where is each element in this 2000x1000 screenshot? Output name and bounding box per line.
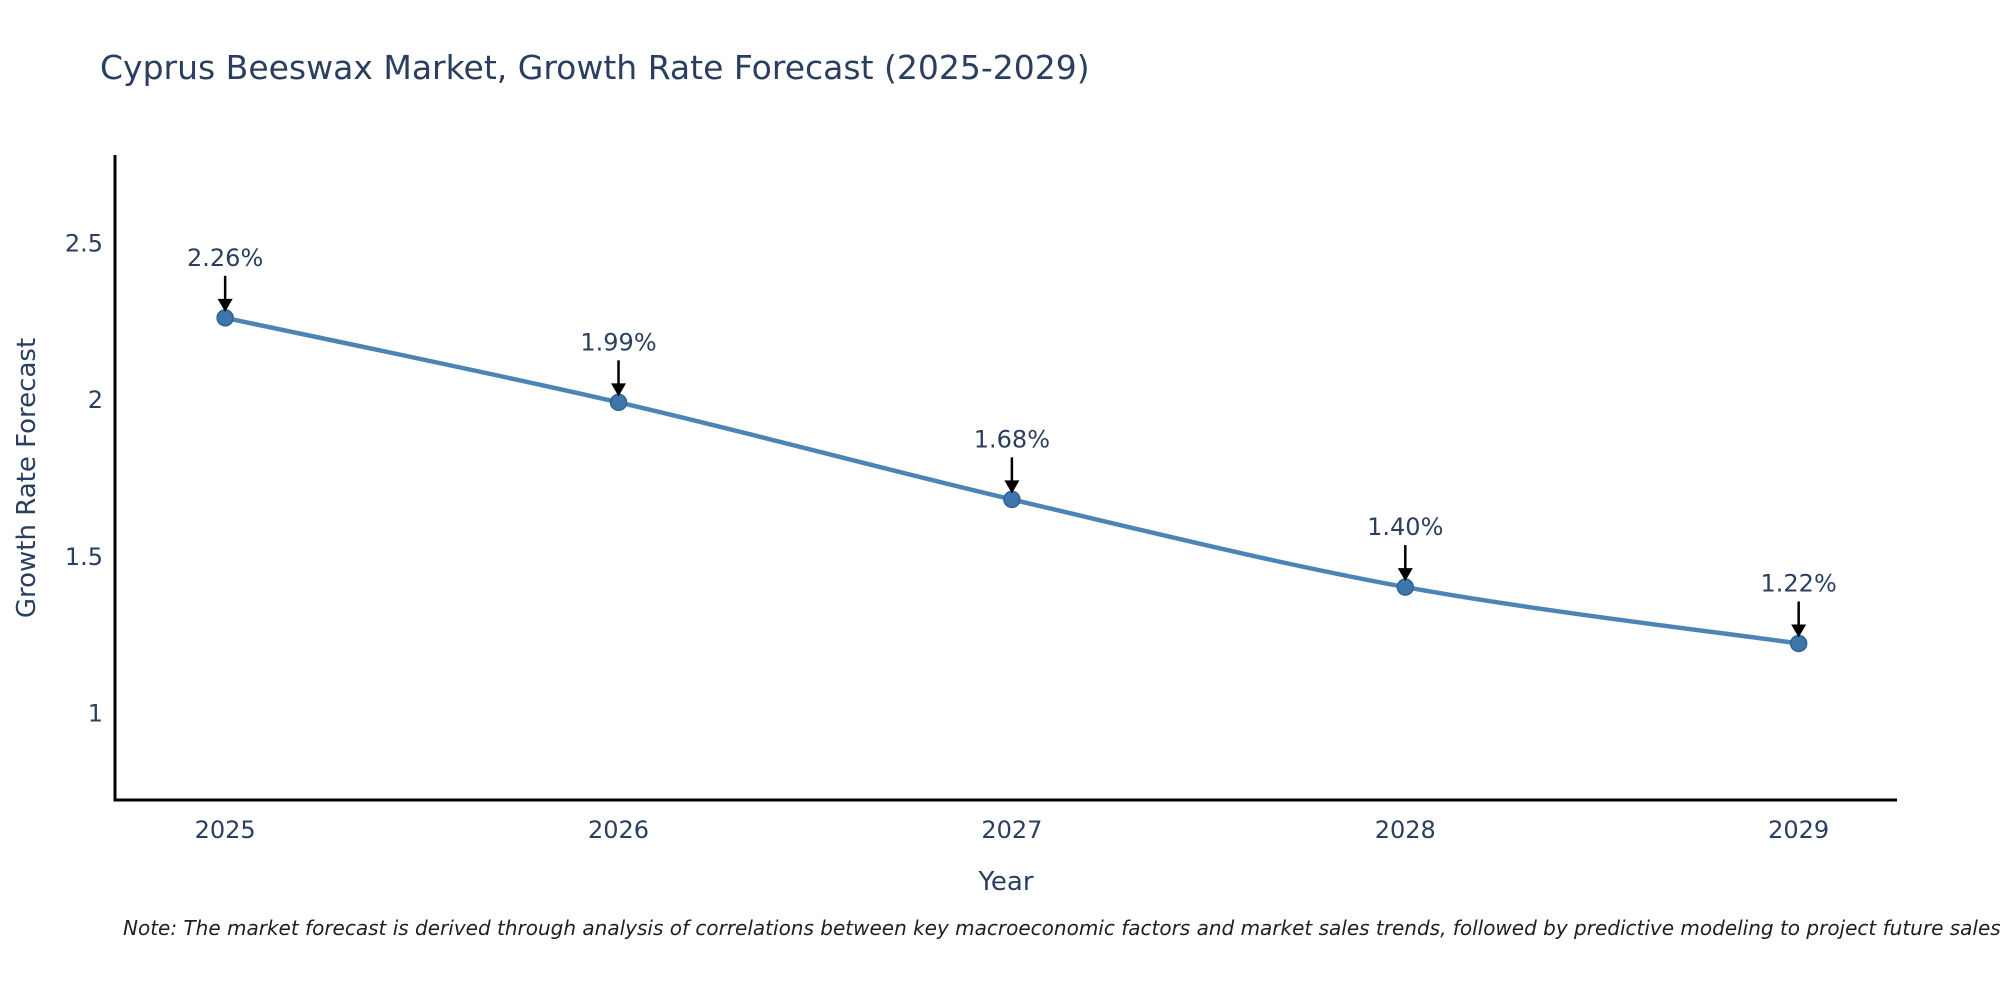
annotation-arrowhead-icon [217,298,233,312]
annotation-arrowhead-icon [611,383,627,397]
x-axis-title: Year [978,867,1034,897]
point-annotation-label: 1.68% [974,425,1050,453]
chart-title: Cyprus Beeswax Market, Growth Rate Forec… [100,48,1090,87]
x-tick-label: 2028 [1375,816,1436,844]
x-tick-label: 2026 [588,816,649,844]
point-annotation-label: 1.40% [1367,513,1443,541]
footnote-text: Note: The market forecast is derived thr… [123,916,2000,940]
annotation-arrowhead-icon [1791,624,1807,638]
x-tick-label: 2027 [981,816,1042,844]
data-point-2025[interactable] [216,309,234,327]
annotation-arrowhead-icon [1397,568,1413,582]
point-annotation-label: 1.99% [580,328,656,356]
point-annotation-label: 2.26% [187,244,263,272]
data-point-2028[interactable] [1396,578,1415,596]
x-tick-label: 2029 [1768,816,1829,844]
y-tick-label: 2 [88,386,103,414]
data-point-2027[interactable] [1003,490,1021,509]
y-tick-label: 1.5 [65,543,103,571]
y-tick-label: 1 [88,699,103,727]
y-tick-label: 2.5 [65,230,103,258]
annotation-arrowhead-icon [1004,480,1020,494]
data-point-2029[interactable] [1789,634,1808,653]
x-tick-label: 2025 [195,816,256,844]
point-annotation-label: 1.22% [1761,569,1837,597]
data-point-2026[interactable] [609,393,628,412]
